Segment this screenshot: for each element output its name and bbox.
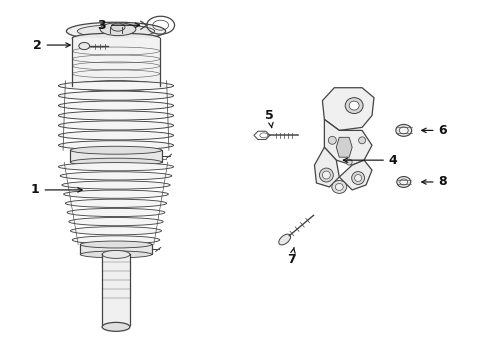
Ellipse shape: [71, 146, 162, 154]
Ellipse shape: [322, 171, 330, 179]
Ellipse shape: [58, 111, 173, 120]
Text: 6: 6: [422, 124, 447, 137]
Ellipse shape: [399, 127, 408, 134]
FancyBboxPatch shape: [102, 255, 130, 329]
Polygon shape: [322, 88, 374, 130]
Ellipse shape: [79, 42, 90, 50]
Text: 4: 4: [343, 154, 397, 167]
Ellipse shape: [332, 180, 347, 193]
Ellipse shape: [80, 241, 152, 248]
Ellipse shape: [58, 81, 173, 90]
Text: 7: 7: [287, 247, 296, 266]
Ellipse shape: [100, 23, 136, 36]
Ellipse shape: [58, 101, 173, 110]
Text: 2: 2: [33, 39, 70, 51]
Ellipse shape: [66, 22, 166, 40]
Ellipse shape: [69, 217, 163, 226]
Ellipse shape: [65, 199, 167, 207]
Ellipse shape: [102, 323, 130, 331]
FancyBboxPatch shape: [71, 150, 162, 162]
Text: 5: 5: [266, 109, 274, 128]
Ellipse shape: [397, 176, 411, 188]
Ellipse shape: [396, 125, 412, 136]
Ellipse shape: [58, 141, 173, 150]
Text: 1: 1: [31, 184, 82, 197]
Ellipse shape: [64, 190, 169, 198]
Ellipse shape: [111, 23, 125, 31]
Ellipse shape: [346, 159, 352, 165]
Ellipse shape: [72, 236, 160, 244]
FancyBboxPatch shape: [73, 38, 160, 86]
Polygon shape: [324, 120, 372, 165]
Ellipse shape: [335, 184, 343, 190]
Ellipse shape: [102, 251, 130, 258]
Ellipse shape: [359, 137, 366, 144]
Ellipse shape: [73, 33, 160, 43]
Ellipse shape: [328, 136, 336, 144]
Ellipse shape: [58, 91, 173, 100]
Ellipse shape: [62, 181, 170, 189]
Ellipse shape: [67, 208, 165, 217]
FancyBboxPatch shape: [80, 244, 152, 255]
Ellipse shape: [349, 101, 359, 110]
Ellipse shape: [345, 98, 363, 113]
Ellipse shape: [71, 158, 162, 166]
Ellipse shape: [400, 179, 408, 185]
Ellipse shape: [58, 121, 173, 130]
Polygon shape: [339, 160, 372, 190]
Ellipse shape: [71, 227, 162, 235]
Ellipse shape: [73, 81, 160, 91]
Ellipse shape: [355, 175, 362, 181]
Ellipse shape: [60, 172, 172, 180]
Polygon shape: [336, 137, 352, 157]
Ellipse shape: [319, 168, 333, 182]
Ellipse shape: [279, 234, 291, 245]
Ellipse shape: [352, 172, 365, 184]
Polygon shape: [315, 147, 339, 187]
Text: 3: 3: [98, 19, 140, 32]
Ellipse shape: [77, 25, 155, 37]
Ellipse shape: [58, 131, 173, 140]
Ellipse shape: [80, 251, 152, 258]
Text: 8: 8: [422, 175, 447, 189]
Ellipse shape: [58, 163, 173, 171]
